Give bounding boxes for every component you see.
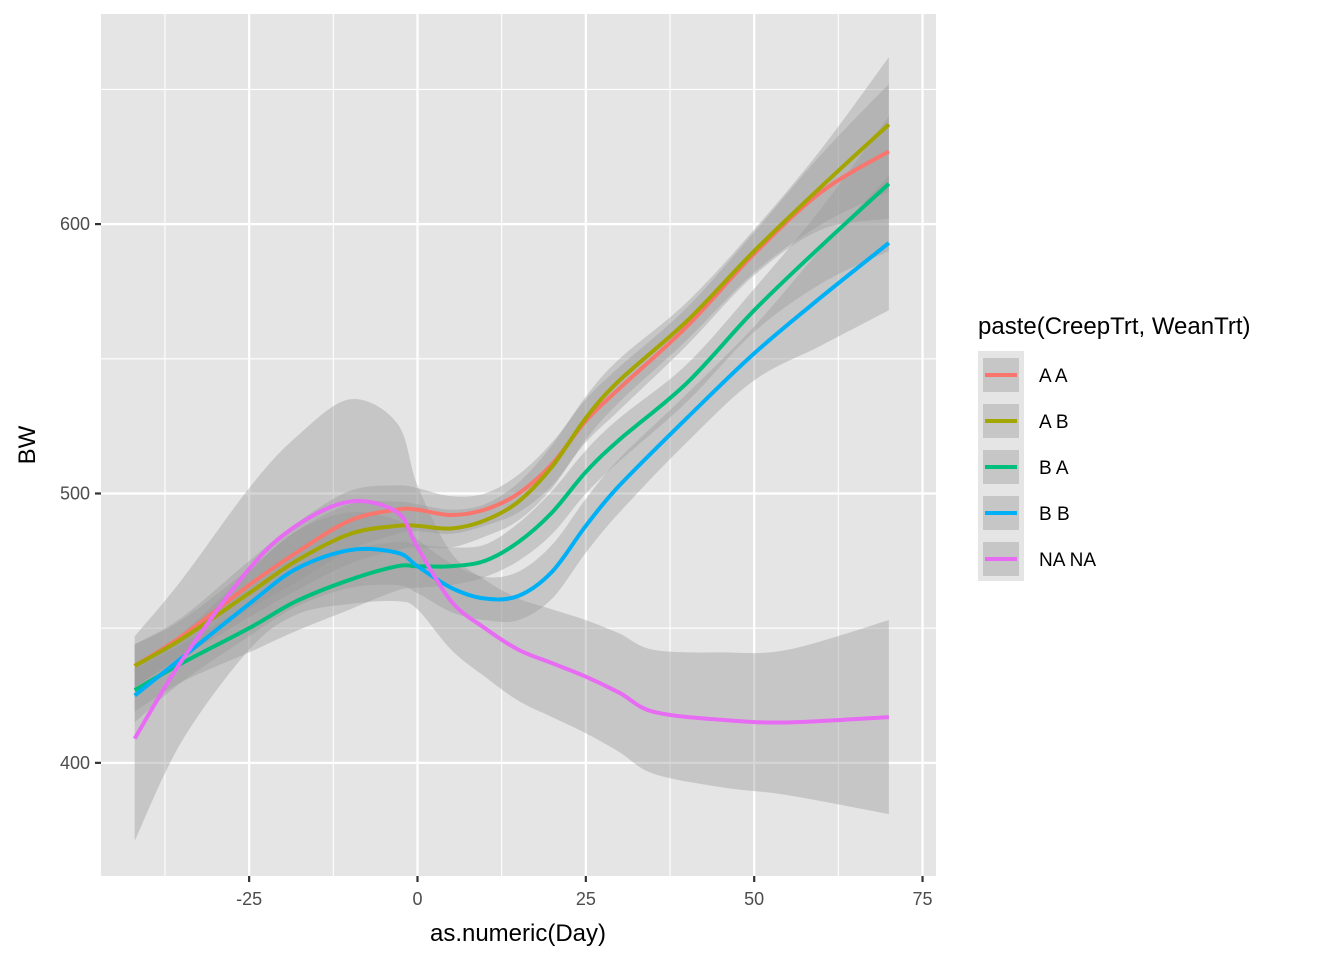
legend: paste(CreepTrt, WeanTrt) A A A B B A B B NA … [978, 313, 1251, 581]
legend-title: paste(CreepTrt, WeanTrt) [978, 313, 1251, 340]
legend-item: NA NA [983, 542, 1096, 576]
legend-label: B A [1039, 458, 1069, 479]
y-tick-label: 400 [60, 753, 90, 773]
series-line [133, 182, 891, 692]
x-tick-label: 50 [744, 889, 764, 909]
legend-label: A B [1039, 412, 1069, 433]
series-line [132, 499, 889, 740]
series-line [133, 122, 891, 668]
x-tick-label: 0 [412, 889, 422, 909]
minor-gridlines [101, 14, 936, 876]
legend-items: A A A B B A B B NA NA [983, 358, 1096, 576]
confidence-band [134, 57, 889, 688]
legend-item: A A [983, 358, 1068, 392]
y-axis-title: BW [14, 425, 41, 464]
y-tick-label: 500 [60, 483, 90, 503]
legend-item: B B [983, 496, 1070, 530]
legend-item: A B [983, 404, 1069, 438]
confidence-band [134, 116, 889, 712]
y-axis: 400 500 600 [60, 214, 101, 773]
legend-item: B A [983, 450, 1069, 484]
series-line [133, 241, 891, 698]
x-axis-title: as.numeric(Day) [430, 920, 606, 947]
legend-label: B B [1039, 504, 1070, 525]
series-lines [132, 122, 891, 740]
x-tick-label: -25 [236, 889, 262, 909]
legend-label: NA NA [1039, 550, 1096, 571]
plot-panel [101, 14, 936, 876]
legend-label: A A [1039, 366, 1068, 387]
series-line [133, 149, 890, 668]
x-tick-label: 25 [576, 889, 596, 909]
x-axis: -25 0 25 50 75 [236, 876, 933, 909]
x-tick-label: 75 [913, 889, 933, 909]
y-tick-label: 600 [60, 214, 90, 234]
confidence-band [134, 175, 889, 723]
